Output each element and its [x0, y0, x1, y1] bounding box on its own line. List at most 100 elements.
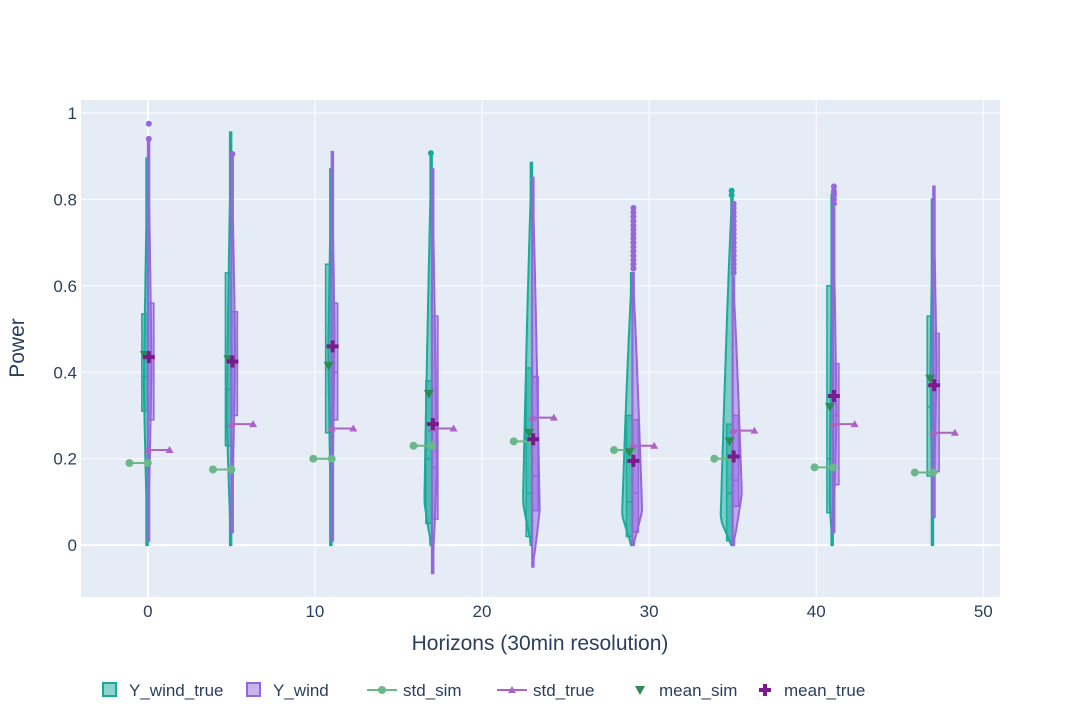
mean-true-point — [226, 355, 239, 368]
violin-pred-box — [932, 332, 940, 473]
outlier-pred-point — [730, 252, 737, 259]
outlier-pred-point — [630, 261, 637, 268]
std-sim-point — [143, 459, 152, 468]
y-axis-title: Power — [6, 318, 29, 378]
plot-area — [81, 100, 1000, 597]
std-true-point — [650, 441, 659, 449]
outlier-pred-point — [730, 265, 737, 272]
stat-markers — [125, 340, 959, 477]
std-sim-point — [309, 454, 318, 463]
legend: Y_wind_true Y_wind std_sim std_true mean_sim… — [102, 681, 865, 700]
mean-sim-point — [323, 361, 334, 371]
std-true-point — [349, 424, 358, 432]
outlier-pred-point — [830, 196, 837, 203]
std-sim-point — [209, 465, 218, 474]
mean-sim-point — [624, 448, 635, 458]
legend-item: mean_true — [759, 681, 865, 700]
outlier-pred-point — [630, 265, 637, 272]
std-sim-point — [828, 463, 837, 472]
mean-true-point — [326, 340, 339, 353]
outlier-pred-point — [630, 209, 637, 216]
mean-true-point — [627, 454, 640, 467]
legend-item: std_true — [497, 681, 594, 700]
mean-sim-point — [423, 389, 434, 399]
outlier-pred-point — [730, 256, 737, 263]
std-true-point — [728, 426, 737, 434]
legend-swatch — [246, 682, 261, 697]
outlier-pred-point — [630, 218, 637, 225]
std-true-point — [528, 413, 537, 421]
outlier-pred-point — [145, 120, 152, 127]
std-true-point — [327, 424, 336, 432]
std-true-point — [950, 428, 959, 436]
y-tick-label: 0 — [68, 536, 77, 555]
std-sim-point — [610, 446, 619, 455]
outlier-pred-point — [630, 239, 637, 246]
outlier-pred-point — [630, 205, 637, 212]
x-tick-label: 10 — [305, 602, 324, 621]
legend-item: Y_wind — [246, 681, 329, 700]
legend-label: Y_wind_true — [129, 681, 224, 700]
outlier-pred-point — [730, 230, 737, 237]
mean-true-point — [928, 379, 941, 392]
y-tick-label: 0.2 — [53, 450, 77, 469]
mean-sim-point — [925, 374, 936, 384]
x-axis-title: Horizons (30min resolution) — [412, 632, 669, 655]
std-true-point — [828, 420, 837, 428]
outlier-pred-point — [630, 222, 637, 229]
std-sim-point — [125, 459, 134, 468]
std-true-point — [143, 446, 152, 454]
mean-true-point — [727, 450, 740, 463]
std-sim-point — [227, 465, 236, 474]
mean-sim-point — [724, 437, 735, 447]
std-true-point — [850, 420, 859, 428]
outlier-pred-point — [830, 192, 837, 199]
std-true-point — [449, 424, 458, 432]
outlier-pred-point — [830, 200, 837, 207]
outlier-pred-point — [630, 213, 637, 220]
std-sim-point — [409, 441, 418, 450]
legend-item: Y_wind_true — [102, 681, 224, 700]
outlier-pred-point — [730, 239, 737, 246]
mean-true-point — [142, 351, 155, 364]
std-sim-point — [810, 463, 819, 472]
outlier-pred-point — [730, 226, 737, 233]
legend-label: std_true — [533, 681, 594, 700]
outlier-pred-point — [145, 135, 152, 142]
outlier-true-point — [427, 150, 434, 157]
violin-pred-box — [330, 302, 339, 421]
std-sim-point — [327, 454, 336, 463]
x-tick-label: 20 — [473, 602, 492, 621]
legend-item: mean_sim — [635, 681, 737, 700]
std-sim-point — [710, 454, 719, 463]
outlier-pred-point — [630, 226, 637, 233]
outlier-pred-point — [630, 248, 637, 255]
violin-pred-box — [431, 315, 439, 520]
std-true-point — [549, 413, 558, 421]
outlier-pred-point — [730, 235, 737, 242]
outlier-pred-point — [730, 222, 737, 229]
y-tick-label: 0.6 — [53, 277, 77, 296]
x-tick-label: 0 — [143, 602, 152, 621]
x-tick-label: 30 — [640, 602, 659, 621]
legend-item: std_sim — [367, 681, 462, 700]
x-tick-label: 50 — [974, 602, 993, 621]
y-tick-label: 0.4 — [53, 363, 77, 382]
outlier-pred-point — [630, 256, 637, 263]
outlier-pred-point — [730, 205, 737, 212]
violin-pred-box — [631, 419, 640, 533]
outlier-pred-point — [630, 243, 637, 250]
std-true-point — [628, 441, 637, 449]
legend-swatch-marker — [378, 686, 386, 694]
std-sim-point — [929, 468, 938, 477]
legend-label: mean_true — [784, 681, 865, 700]
legend-swatch-marker — [759, 684, 771, 696]
mean-true-point — [827, 390, 840, 403]
legend-label: mean_sim — [659, 681, 737, 700]
y-tick-label: 1 — [68, 104, 77, 123]
legend-label: Y_wind — [273, 681, 329, 700]
mean-sim-point — [824, 402, 835, 412]
mean-true-point — [426, 418, 439, 431]
std-true-point — [165, 446, 174, 454]
